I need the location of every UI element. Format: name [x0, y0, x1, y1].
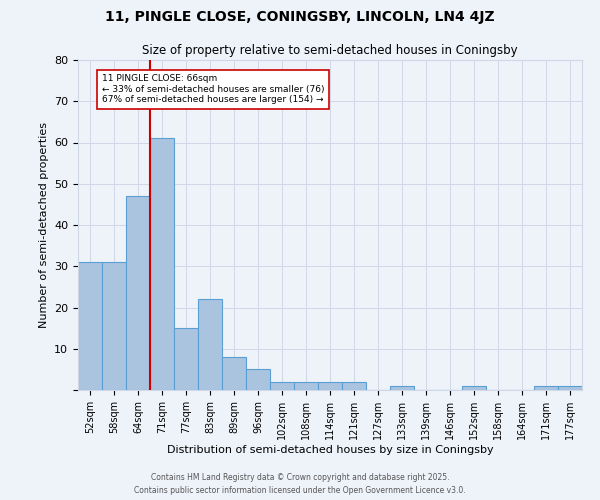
Bar — [462, 386, 486, 390]
Bar — [198, 299, 222, 390]
Bar — [270, 382, 294, 390]
Title: Size of property relative to semi-detached houses in Coningsby: Size of property relative to semi-detach… — [142, 44, 518, 58]
Bar — [342, 382, 366, 390]
X-axis label: Distribution of semi-detached houses by size in Coningsby: Distribution of semi-detached houses by … — [167, 444, 493, 454]
Bar — [390, 386, 414, 390]
Text: 11, PINGLE CLOSE, CONINGSBY, LINCOLN, LN4 4JZ: 11, PINGLE CLOSE, CONINGSBY, LINCOLN, LN… — [105, 10, 495, 24]
Bar — [222, 357, 246, 390]
Bar — [174, 328, 198, 390]
Bar — [78, 262, 102, 390]
Text: Contains HM Land Registry data © Crown copyright and database right 2025.
Contai: Contains HM Land Registry data © Crown c… — [134, 474, 466, 495]
Bar — [558, 386, 582, 390]
Y-axis label: Number of semi-detached properties: Number of semi-detached properties — [38, 122, 49, 328]
Bar — [126, 196, 150, 390]
Text: 11 PINGLE CLOSE: 66sqm
← 33% of semi-detached houses are smaller (76)
67% of sem: 11 PINGLE CLOSE: 66sqm ← 33% of semi-det… — [102, 74, 325, 104]
Bar — [318, 382, 342, 390]
Bar — [294, 382, 318, 390]
Bar — [534, 386, 558, 390]
Bar — [102, 262, 126, 390]
Bar — [246, 370, 270, 390]
Bar — [150, 138, 174, 390]
